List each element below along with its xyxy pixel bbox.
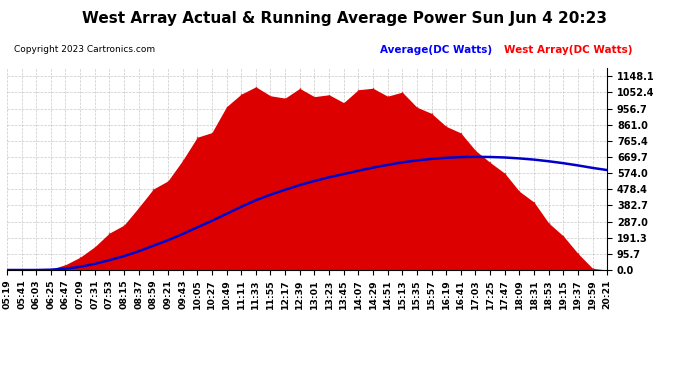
Text: West Array Actual & Running Average Power Sun Jun 4 20:23: West Array Actual & Running Average Powe… xyxy=(83,11,607,26)
Text: Copyright 2023 Cartronics.com: Copyright 2023 Cartronics.com xyxy=(14,45,155,54)
Text: West Array(DC Watts): West Array(DC Watts) xyxy=(504,45,632,55)
Text: Average(DC Watts): Average(DC Watts) xyxy=(380,45,492,55)
